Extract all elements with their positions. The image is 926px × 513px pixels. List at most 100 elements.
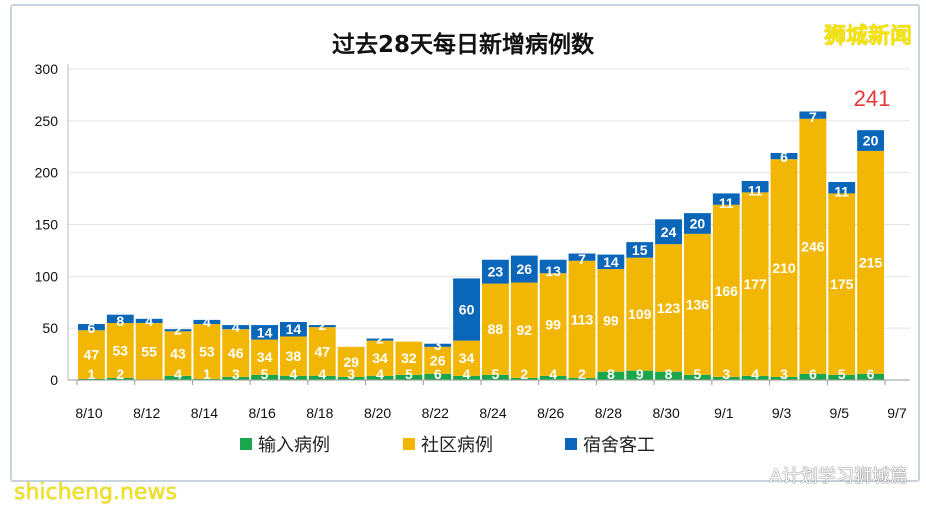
x-tick-label: 8/18 bbox=[306, 405, 333, 421]
data-label: 2 bbox=[578, 366, 586, 382]
bar-segment bbox=[626, 257, 654, 371]
bar-stack-8/11: 2 53 8 bbox=[106, 313, 134, 382]
bar-segment bbox=[164, 329, 192, 332]
data-label: 9 bbox=[636, 366, 644, 382]
bar-stack-9/1: 3 166 11 bbox=[712, 193, 740, 382]
bar-stack-8/20: 434 2 bbox=[366, 331, 394, 382]
data-label: 4 bbox=[751, 366, 759, 382]
bar-stack-8/25: 2 92 26 bbox=[510, 255, 538, 382]
data-label: 11 bbox=[719, 195, 734, 211]
data-label: 2 bbox=[174, 321, 182, 337]
data-label: 4 bbox=[145, 313, 153, 329]
bar-segment bbox=[78, 330, 105, 379]
bar-stack-8/30: 8 123 24 bbox=[655, 219, 682, 382]
bar-segment bbox=[308, 325, 336, 328]
data-label: 24 bbox=[661, 224, 677, 240]
data-label: 23 bbox=[488, 264, 504, 280]
bar-segment bbox=[741, 180, 769, 193]
bar-segment bbox=[828, 374, 856, 380]
bar-stack-8/17: 4 38 14 bbox=[280, 321, 307, 382]
x-tick-label: 8/20 bbox=[364, 405, 391, 421]
data-label: 4 bbox=[290, 366, 298, 382]
bar-segment bbox=[568, 377, 596, 380]
data-label: 34 bbox=[459, 350, 475, 366]
x-tick-label: 8/16 bbox=[249, 405, 276, 421]
y-tick-label: 50 bbox=[42, 320, 58, 336]
data-label: 1 bbox=[88, 366, 96, 382]
bar-stack-8/18: 4 47 2 bbox=[308, 317, 336, 382]
legend-label: 宿舍客工 bbox=[583, 435, 655, 456]
y-tick-label: 250 bbox=[35, 113, 59, 129]
bar-segment bbox=[193, 378, 221, 380]
bar-stack-8/15: 3 46 4 bbox=[222, 319, 250, 382]
bar-segment bbox=[251, 374, 278, 380]
data-label: 26 bbox=[430, 352, 446, 368]
bar-segment bbox=[539, 259, 567, 274]
data-label: 113 bbox=[571, 311, 594, 327]
data-label: 246 bbox=[801, 238, 825, 254]
y-tick-label: 0 bbox=[50, 372, 58, 388]
bar-segment bbox=[568, 253, 596, 261]
bar-stack-9/2: 4 177 11 bbox=[741, 180, 769, 382]
bar-segment bbox=[453, 375, 480, 380]
bar-segment bbox=[539, 273, 567, 376]
bar-segment bbox=[366, 338, 394, 341]
bar-segment bbox=[510, 282, 538, 378]
bar-segment bbox=[482, 259, 509, 284]
bar-segment bbox=[424, 373, 452, 380]
bar-segment bbox=[453, 278, 480, 341]
bar-segment bbox=[78, 324, 105, 331]
data-label: 6 bbox=[809, 366, 817, 382]
bar-segment bbox=[135, 322, 163, 380]
data-label: 4 bbox=[549, 366, 557, 382]
bar-segment bbox=[655, 219, 682, 245]
data-label: 3 bbox=[722, 366, 730, 382]
chart-title: 过去28天每日新增病例数 bbox=[332, 31, 595, 58]
bar-segment bbox=[222, 376, 250, 380]
watermark-bottom-right: A计划学习狮城篇 bbox=[769, 466, 908, 487]
y-tick-label: 150 bbox=[35, 217, 59, 233]
data-label: 3 bbox=[347, 366, 355, 382]
y-tick-label: 300 bbox=[35, 61, 59, 77]
data-label: 8 bbox=[116, 313, 124, 329]
data-label: 92 bbox=[516, 322, 532, 338]
y-tick-label: 100 bbox=[35, 268, 59, 284]
bar-segment bbox=[684, 374, 711, 380]
data-label: 11 bbox=[834, 183, 849, 199]
bar-segment bbox=[222, 329, 250, 377]
data-label: 1 bbox=[203, 366, 211, 382]
bar-segment bbox=[222, 325, 250, 330]
data-label: 13 bbox=[545, 263, 561, 279]
data-label: 53 bbox=[112, 342, 128, 358]
x-tick-label: 8/12 bbox=[133, 405, 160, 421]
bar-segment bbox=[770, 376, 798, 380]
data-label: 7 bbox=[578, 251, 586, 267]
data-label: 2 bbox=[318, 317, 326, 333]
data-label: 43 bbox=[170, 346, 186, 362]
bar-segment bbox=[280, 336, 307, 376]
x-tick-label: 8/26 bbox=[537, 405, 564, 421]
data-label: 3 bbox=[434, 337, 442, 353]
data-label: 7 bbox=[809, 109, 817, 125]
bar-segment bbox=[510, 255, 538, 283]
data-label: 2 bbox=[116, 366, 124, 382]
data-label: 14 bbox=[603, 254, 619, 270]
x-tick-label: 9/7 bbox=[887, 405, 907, 421]
bar-stack-8/31: 5 136 20 bbox=[684, 213, 711, 382]
bar-stack-9/3: 3 210 6 bbox=[770, 149, 798, 382]
data-label: 6 bbox=[780, 149, 788, 165]
bar-segment bbox=[308, 327, 336, 376]
data-label: 29 bbox=[343, 354, 359, 370]
legend-label: 社区病例 bbox=[421, 435, 493, 456]
bar-segment bbox=[337, 376, 365, 380]
data-label: 55 bbox=[141, 343, 157, 359]
data-label: 99 bbox=[545, 317, 561, 333]
bar-segment bbox=[684, 213, 711, 234]
bar-segment bbox=[395, 341, 423, 375]
data-label: 8 bbox=[665, 366, 673, 382]
bar-segment bbox=[106, 322, 134, 378]
bar-segment bbox=[78, 378, 105, 380]
bar-stack-8/26: 4 99 13 bbox=[539, 259, 567, 382]
